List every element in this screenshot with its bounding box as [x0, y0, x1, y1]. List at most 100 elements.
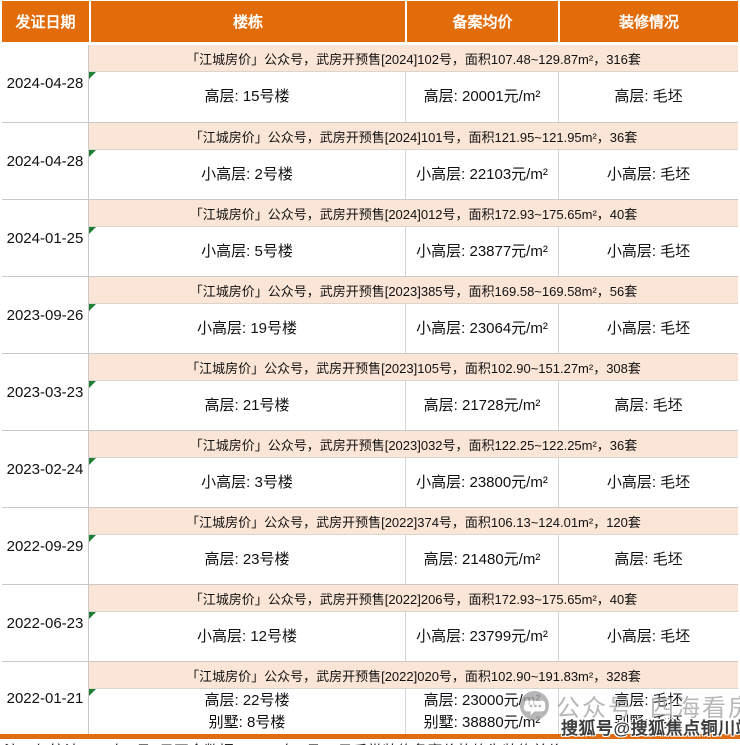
price-cell: 高层: 23000元/m² 别墅: 38880元/m² — [405, 689, 558, 735]
data-row: 小高层: 12号楼 小高层: 23799元/m² 小高层: 毛坯 — [89, 612, 738, 661]
notice-row: 「江城房价」公众号，武房开预售[2022]020号，面积102.90~191.8… — [89, 662, 738, 689]
building-cell: 高层: 21号楼 — [89, 381, 405, 430]
green-triangle-icon — [89, 227, 96, 234]
table-row-group: 2024-01-25 「江城房价」公众号，武房开预售[2024]012号，面积1… — [2, 199, 738, 276]
price-cell: 小高层: 23064元/m² — [405, 304, 558, 353]
building-line: 小高层: 12号楼 — [196, 627, 298, 645]
data-row: 小高层: 19号楼 小高层: 23064元/m² 小高层: 毛坯 — [89, 304, 738, 353]
table-body: 2024-04-28 「江城房价」公众号，武房开预售[2024]102号，面积1… — [2, 45, 738, 735]
building-cell: 高层: 23号楼 — [89, 535, 405, 584]
decoration-cell: 高层: 毛坯 — [558, 535, 738, 584]
data-row: 小高层: 2号楼 小高层: 22103元/m² 小高层: 毛坯 — [89, 150, 738, 199]
building-cell: 高层: 15号楼 — [89, 72, 405, 122]
green-triangle-icon — [89, 689, 96, 696]
data-row: 高层: 22号楼 别墅: 8号楼 高层: 23000元/m² 别墅: 38880… — [89, 689, 738, 735]
green-triangle-icon — [89, 150, 96, 157]
data-row: 高层: 23号楼 高层: 21480元/m² 高层: 毛坯 — [89, 535, 738, 584]
date-cell: 2024-01-25 — [2, 200, 89, 276]
price-cell: 高层: 20001元/m² — [405, 72, 558, 122]
notice-row: 「江城房价」公众号，武房开预售[2024]101号，面积121.95~121.9… — [89, 123, 738, 150]
price-cell: 小高层: 22103元/m² — [405, 150, 558, 199]
green-triangle-icon — [89, 458, 96, 465]
green-triangle-icon — [89, 304, 96, 311]
footnote-clipped: 注：仅统计2019年4月1日至今数据，2020年8月28日后带装修备案价格均为装… — [4, 740, 736, 745]
price-line: 别墅: 38880元/m² — [423, 714, 541, 731]
building-cell: 小高层: 12号楼 — [89, 612, 405, 661]
presale-price-table: 发证日期 楼栋 备案均价 装修情况 2024-04-28 「江城房价」公众号，武… — [2, 1, 738, 735]
table-row-group: 2023-09-26 「江城房价」公众号，武房开预售[2023]385号，面积1… — [2, 276, 738, 353]
decoration-line: 小高层: 毛坯 — [606, 242, 691, 260]
building-line: 高层: 21号楼 — [204, 396, 290, 414]
building-cell: 小高层: 19号楼 — [89, 304, 405, 353]
price-line: 小高层: 23064元/m² — [416, 319, 548, 337]
date-cell: 2022-09-29 — [2, 508, 89, 584]
table-row-group: 2022-06-23 「江城房价」公众号，武房开预售[2022]206号，面积1… — [2, 584, 738, 661]
decoration-line: 高层: 毛坯 — [614, 88, 683, 105]
building-line: 小高层: 19号楼 — [196, 319, 298, 337]
header-col-issue-date: 发证日期 — [15, 14, 76, 31]
price-line: 高层: 20001元/m² — [423, 88, 541, 105]
decoration-cell: 高层: 毛坯 — [558, 381, 738, 430]
price-cell: 高层: 21480元/m² — [405, 535, 558, 584]
table-row-group: 2022-01-21 「江城房价」公众号，武房开预售[2022]020号，面积1… — [2, 661, 738, 735]
price-line: 小高层: 23800元/m² — [416, 473, 548, 491]
date-cell: 2022-01-21 — [2, 662, 89, 735]
building-line: 高层: 23号楼 — [204, 550, 290, 568]
price-cell: 小高层: 23799元/m² — [405, 612, 558, 661]
green-triangle-icon — [89, 72, 96, 79]
notice-row: 「江城房价」公众号，武房开预售[2024]102号，面积107.48~129.8… — [89, 45, 738, 72]
green-triangle-icon — [89, 612, 96, 619]
building-cell: 小高层: 2号楼 — [89, 150, 405, 199]
green-triangle-icon — [89, 535, 96, 542]
price-cell: 小高层: 23800元/m² — [405, 458, 558, 507]
decoration-cell: 小高层: 毛坯 — [558, 612, 738, 661]
notice-row: 「江城房价」公众号，武房开预售[2023]385号，面积169.58~169.5… — [89, 277, 738, 304]
decoration-cell: 高层: 毛坯 别墅: 毛坯 — [558, 689, 738, 735]
header-col-decoration: 装修情况 — [558, 1, 738, 42]
price-line: 小高层: 23799元/m² — [416, 627, 548, 645]
date-cell: 2022-06-23 — [2, 585, 89, 661]
notice-row: 「江城房价」公众号，武房开预售[2023]105号，面积102.90~151.2… — [89, 354, 738, 381]
table-row-group: 2024-04-28 「江城房价」公众号，武房开预售[2024]102号，面积1… — [2, 45, 738, 122]
date-cell: 2023-02-24 — [2, 431, 89, 507]
decoration-line: 高层: 毛坯 — [614, 396, 683, 414]
table-header-row: 发证日期 楼栋 备案均价 装修情况 — [2, 1, 738, 42]
date-cell: 2023-09-26 — [2, 277, 89, 353]
price-line: 高层: 21728元/m² — [423, 396, 541, 414]
data-row: 高层: 15号楼 高层: 20001元/m² 高层: 毛坯 — [89, 72, 738, 122]
decoration-cell: 小高层: 毛坯 — [558, 304, 738, 353]
building-cell: 小高层: 3号楼 — [89, 458, 405, 507]
decoration-cell: 小高层: 毛坯 — [558, 227, 738, 276]
building-cell: 小高层: 5号楼 — [89, 227, 405, 276]
decoration-line: 高层: 毛坯 — [614, 550, 683, 568]
table-row-group: 2024-04-28 「江城房价」公众号，武房开预售[2024]101号，面积1… — [2, 122, 738, 199]
date-cell: 2023-03-23 — [2, 354, 89, 430]
price-line: 小高层: 22103元/m² — [416, 165, 548, 183]
building-line: 别墅: 8号楼 — [208, 714, 286, 731]
decoration-line: 小高层: 毛坯 — [606, 319, 691, 337]
building-line: 高层: 15号楼 — [204, 88, 290, 105]
date-cell: 2024-04-28 — [2, 123, 89, 199]
building-cell: 高层: 22号楼 别墅: 8号楼 — [89, 689, 405, 735]
decoration-cell: 高层: 毛坯 — [558, 72, 738, 122]
data-row: 小高层: 5号楼 小高层: 23877元/m² 小高层: 毛坯 — [89, 227, 738, 276]
price-cell: 小高层: 23877元/m² — [405, 227, 558, 276]
header-col-avg-price: 备案均价 — [405, 1, 558, 42]
price-line: 高层: 21480元/m² — [423, 550, 541, 568]
green-triangle-icon — [89, 381, 96, 388]
building-line: 高层: 22号楼 — [204, 692, 290, 709]
decoration-line: 小高层: 毛坯 — [606, 165, 691, 183]
table-bottom-border — [0, 734, 740, 739]
data-row: 小高层: 3号楼 小高层: 23800元/m² 小高层: 毛坯 — [89, 458, 738, 507]
decoration-line: 高层: 毛坯 — [614, 692, 683, 709]
price-line: 小高层: 23877元/m² — [416, 242, 548, 260]
table-row-group: 2023-03-23 「江城房价」公众号，武房开预售[2023]105号，面积1… — [2, 353, 738, 430]
date-cell: 2024-04-28 — [2, 45, 89, 122]
building-line: 小高层: 2号楼 — [201, 165, 293, 183]
table-row-group: 2023-02-24 「江城房价」公众号，武房开预售[2023]032号，面积1… — [2, 430, 738, 507]
notice-row: 「江城房价」公众号，武房开预售[2024]012号，面积172.93~175.6… — [89, 200, 738, 227]
decoration-cell: 小高层: 毛坯 — [558, 458, 738, 507]
data-row: 高层: 21号楼 高层: 21728元/m² 高层: 毛坯 — [89, 381, 738, 430]
building-line: 小高层: 5号楼 — [201, 242, 293, 260]
